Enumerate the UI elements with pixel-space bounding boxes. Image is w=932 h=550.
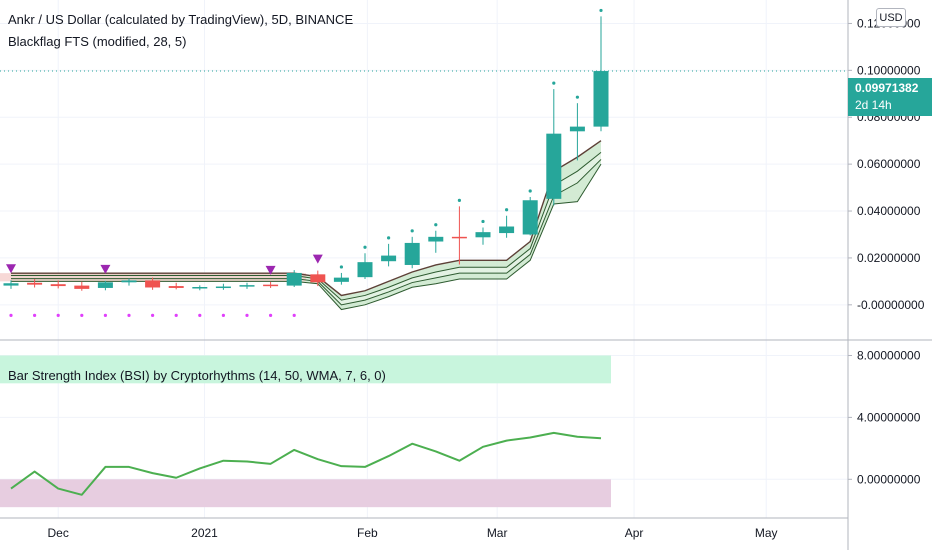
bsi-zones	[0, 355, 611, 508]
candle-body	[3, 283, 19, 286]
bsi-tick-label: 8.00000000	[857, 348, 921, 362]
y-tick-label: 0.10000000	[857, 63, 921, 77]
last-price-tag: 0.09971382 2d 14h	[848, 78, 932, 116]
candle-body	[333, 277, 349, 282]
x-tick-label: Mar	[487, 526, 508, 540]
bottom-signal-dot	[292, 313, 296, 317]
candle-body	[145, 280, 161, 288]
top-signal-dot	[552, 81, 556, 85]
candle-body	[475, 232, 491, 238]
bottom-signal-dot	[269, 313, 273, 317]
candle-body	[97, 282, 113, 288]
candle-body	[215, 286, 231, 289]
candle-body	[522, 200, 538, 235]
top-signal-dot	[410, 229, 414, 233]
candle-body	[404, 242, 420, 265]
trailing-stop-lines	[0, 140, 602, 311]
trail-line	[11, 152, 602, 301]
bar-countdown: 2d 14h	[855, 98, 892, 112]
x-tick-label: May	[755, 526, 778, 540]
candle-body	[451, 236, 467, 239]
candle-body	[357, 262, 373, 278]
indicator-title: Blackflag FTS (modified, 28, 5)	[8, 34, 187, 49]
candle-body	[310, 274, 326, 283]
grid-lines	[0, 0, 848, 518]
bsi-tick-label: 4.00000000	[857, 410, 921, 424]
sell-signal-triangle	[265, 265, 276, 275]
candle-body	[546, 133, 562, 199]
top-signal-dot	[457, 198, 461, 202]
trail-line	[11, 163, 602, 311]
y-tick-label: 0.04000000	[857, 204, 921, 218]
bottom-signal-dot	[151, 313, 155, 317]
top-signal-dot	[387, 236, 391, 240]
bottom-signal-dot	[103, 313, 107, 317]
x-tick-label: Apr	[625, 526, 644, 540]
bottom-signal-dot	[33, 313, 37, 317]
y-tick-label: 0.02000000	[857, 251, 921, 265]
top-signal-dot	[363, 245, 367, 249]
sell-signal-triangle	[100, 264, 111, 274]
candle-body	[74, 285, 90, 289]
trail-line	[11, 159, 602, 306]
trail-line	[11, 140, 602, 297]
symbol-title: Ankr / US Dollar (calculated by TradingV…	[8, 12, 354, 27]
candle-body	[192, 287, 208, 289]
top-signal-dot	[575, 95, 580, 99]
top-signal-dot	[505, 208, 509, 212]
bsi-tick-label: 0.00000000	[857, 472, 921, 486]
candle-body	[381, 255, 397, 262]
candle-body	[569, 126, 585, 132]
bottom-signal-dot	[245, 313, 249, 317]
x-tick-label: 2021	[191, 526, 218, 540]
candle-body	[593, 71, 609, 127]
top-signal-dot	[599, 8, 603, 13]
candle-body	[239, 285, 255, 287]
candle-body	[499, 226, 515, 234]
last-price-value: 0.09971382	[855, 81, 919, 95]
candle-body	[428, 236, 444, 242]
signal-markers	[6, 8, 603, 317]
currency-button[interactable]: USD	[876, 8, 906, 27]
top-signal-dot	[339, 265, 343, 269]
candle-body	[50, 284, 66, 287]
early-band-fill	[0, 273, 306, 282]
x-tick-label: Feb	[357, 526, 378, 540]
bsi-upper-zone	[0, 355, 611, 384]
sell-signal-triangle	[312, 254, 323, 264]
bottom-signal-dot	[198, 313, 202, 317]
candle-body	[27, 282, 43, 285]
bottom-signal-dot	[9, 313, 13, 317]
bottom-signal-dot	[127, 313, 131, 317]
bottom-signal-dot	[174, 313, 178, 317]
bottom-signal-dot	[56, 313, 60, 317]
candle-body	[263, 284, 279, 287]
top-signal-dot	[528, 189, 532, 193]
candle-body	[121, 280, 137, 283]
sell-signal-triangle	[6, 264, 16, 274]
y-tick-label: -0.00000000	[857, 298, 925, 312]
bsi-lower-zone	[0, 479, 611, 508]
bottom-signal-dot	[80, 313, 84, 317]
top-signal-dot	[481, 219, 485, 224]
candle-body	[286, 272, 302, 286]
y-tick-label: 0.06000000	[857, 157, 921, 171]
bottom-signal-dot	[221, 313, 225, 317]
bsi-line-group	[10, 431, 602, 496]
top-signal-dot	[434, 223, 438, 227]
x-tick-label: Dec	[48, 526, 69, 540]
candles	[3, 16, 609, 291]
bsi-line	[10, 431, 602, 496]
candle-body	[168, 286, 184, 288]
bsi-title: Bar Strength Index (BSI) by Cryptorhythm…	[8, 368, 386, 383]
